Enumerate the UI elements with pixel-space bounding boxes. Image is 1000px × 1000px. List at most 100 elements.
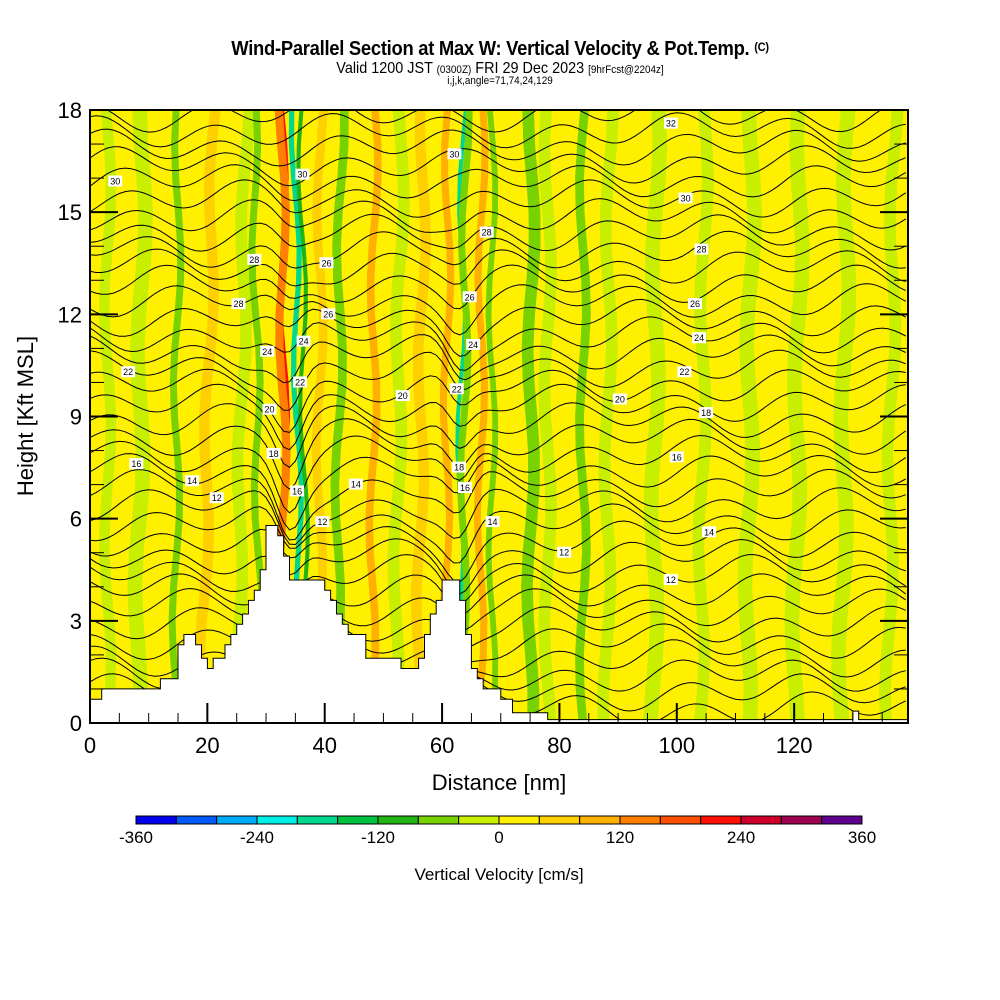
velocity-band: [473, 110, 489, 723]
contour-label-text: 30: [449, 149, 459, 159]
theta-contour: [90, 128, 906, 167]
theta-contour: [90, 198, 906, 234]
theta-contour: [90, 383, 906, 451]
x-tick-label: 60: [430, 733, 454, 758]
contour-label-text: 28: [696, 245, 706, 255]
x-tick-label: 80: [547, 733, 571, 758]
theta-contour: [90, 468, 906, 541]
colorbar-segment: [216, 815, 258, 825]
y-tick-label: 15: [58, 200, 82, 225]
colorbar-segment: [821, 815, 863, 825]
x-axis-label: Distance [nm]: [432, 770, 567, 795]
contour-label-text: 20: [615, 394, 625, 404]
colorbar-segment: [579, 815, 621, 825]
theta-contour: [90, 573, 907, 615]
theta-contour: [90, 520, 906, 583]
contour-label: 14: [485, 516, 500, 528]
contour-label: 26: [687, 298, 702, 310]
contour-label-text: 24: [694, 333, 704, 343]
contour-label: 22: [449, 383, 464, 395]
contour-label: 30: [108, 175, 123, 187]
contour-label-text: 26: [465, 292, 475, 302]
contour-label-text: 16: [292, 486, 302, 496]
theta-contour: [90, 538, 906, 595]
theta-contour: [90, 179, 906, 218]
contour-label-text: 14: [351, 480, 361, 490]
contour-label-text: 12: [666, 575, 676, 585]
colorbar-tick-label: -360: [119, 828, 153, 847]
theta-contour: [90, 334, 906, 384]
contour-label: 22: [677, 366, 692, 378]
contour-label: 18: [452, 461, 467, 473]
colorbar-segment: [377, 815, 419, 825]
contour-label-text: 22: [123, 367, 133, 377]
y-tick-label: 18: [58, 98, 82, 123]
contour-label-text: 16: [460, 483, 470, 493]
contour-label: 30: [678, 192, 693, 204]
theta-contour: [90, 453, 906, 531]
contour-labels: 30 30 28 28 26 26 24 24 22 22 20 18 16 14 12 20 22 18 16 14…: [108, 117, 717, 585]
velocity-band: [485, 110, 499, 723]
contour-label: 12: [315, 516, 330, 528]
contour-label: 12: [209, 492, 224, 504]
theta-contour: [90, 587, 906, 631]
contour-label: 28: [247, 253, 262, 265]
velocity-field: [90, 110, 908, 723]
theta-contour: [90, 298, 906, 357]
velocity-band: [521, 110, 541, 723]
contour-label: 16: [290, 485, 305, 497]
contour-label-text: 14: [187, 476, 197, 486]
contour-label-text: 30: [110, 177, 120, 187]
theta-contour: [90, 316, 906, 371]
y-tick-label: 3: [70, 609, 82, 634]
contour-label-text: 26: [323, 309, 333, 319]
contour-label: 20: [612, 393, 627, 405]
contour-label: 14: [185, 475, 200, 487]
contour-label: 22: [293, 376, 308, 388]
contour-label: 16: [457, 482, 472, 494]
contour-label-text: 14: [704, 527, 714, 537]
contour-label-text: 24: [262, 347, 272, 357]
contour-label: 12: [663, 573, 678, 585]
contour-label: 20: [262, 403, 277, 415]
colorbar-segment: [498, 815, 540, 825]
colorbar-tick-label: 360: [848, 828, 876, 847]
contour-label-text: 12: [317, 517, 327, 527]
subtitle-date: FRI 29 Dec 2023: [475, 60, 585, 77]
terrain-profile: [90, 525, 908, 723]
theta-contour: [90, 145, 906, 187]
colorbar-segment: [619, 815, 661, 825]
contour-label: 28: [479, 226, 494, 238]
theta-contour: [90, 503, 906, 564]
theta-contour: [90, 230, 906, 269]
theta-contour: [90, 368, 906, 433]
colorbar-segment: [538, 815, 581, 825]
contour-label-text: 28: [249, 255, 259, 265]
colorbar-segment: [135, 815, 177, 825]
colorbar-tick-label: 0: [494, 828, 503, 847]
colorbar-segment: [417, 815, 460, 825]
colorbar-segment: [740, 815, 782, 825]
colorbar-label: Vertical Velocity [cm/s]: [414, 865, 583, 884]
theta-contour: [90, 248, 906, 287]
velocity-band: [411, 110, 432, 723]
velocity-band: [127, 110, 153, 723]
theta-contour: [90, 349, 906, 411]
theta-contour: [90, 112, 906, 149]
x-tick-label: 120: [776, 733, 813, 758]
theta-contour: [90, 487, 906, 546]
theta-contour: [90, 264, 906, 310]
velocity-band: [288, 110, 307, 723]
contour-label-text: 16: [131, 459, 141, 469]
theta-contour: [90, 623, 906, 663]
contour-label-text: 22: [452, 384, 462, 394]
theta-contour: [90, 434, 906, 514]
theta-contour: [90, 164, 906, 202]
x-tick-label: 0: [84, 733, 96, 758]
colorbar: -360 -240 -120 0 120 240 360: [119, 815, 876, 847]
contour-label-text: 28: [233, 299, 243, 309]
y-tick-label: 12: [58, 302, 82, 327]
velocity-band: [194, 110, 221, 723]
contour-label-text: 26: [321, 258, 331, 268]
contour-label-text: 16: [672, 452, 682, 462]
